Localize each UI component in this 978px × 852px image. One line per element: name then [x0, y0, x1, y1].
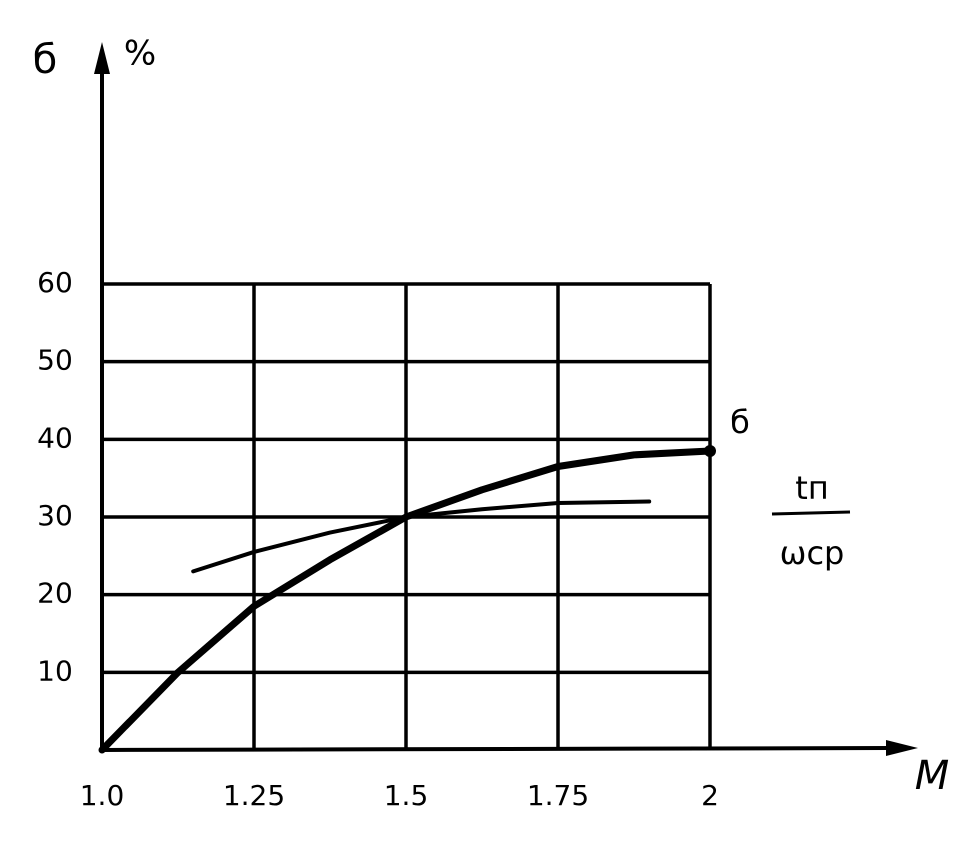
y-tick-label: 20: [37, 577, 73, 610]
data-line: [191, 499, 652, 574]
end-point: [704, 444, 716, 457]
x-tick-label: 2: [701, 779, 719, 812]
series-label-denominator: ωср: [780, 534, 845, 572]
y-tick-label: 60: [37, 266, 73, 299]
y-tick-label: 10: [37, 654, 73, 687]
y-tick-label: 50: [37, 344, 73, 377]
series-label: б: [730, 403, 750, 441]
y-axis-unit: %: [124, 34, 156, 74]
x-axis-label: M: [915, 753, 950, 799]
fraction-bar: [771, 510, 851, 516]
y-axis-arrow: [94, 42, 110, 74]
x-tick-label: 1.0: [80, 779, 125, 812]
x-axis: [101, 746, 901, 752]
x-tick-label: 1.25: [223, 779, 285, 812]
y-axis-label: б: [33, 37, 58, 83]
series-label-numerator: tп: [795, 469, 828, 507]
x-tick-label: 1.5: [384, 779, 429, 812]
y-tick-label: 40: [37, 421, 73, 454]
x-tick-label: 1.75: [527, 779, 589, 812]
x-axis-arrow: [886, 740, 918, 756]
y-tick-label: 30: [37, 499, 73, 532]
